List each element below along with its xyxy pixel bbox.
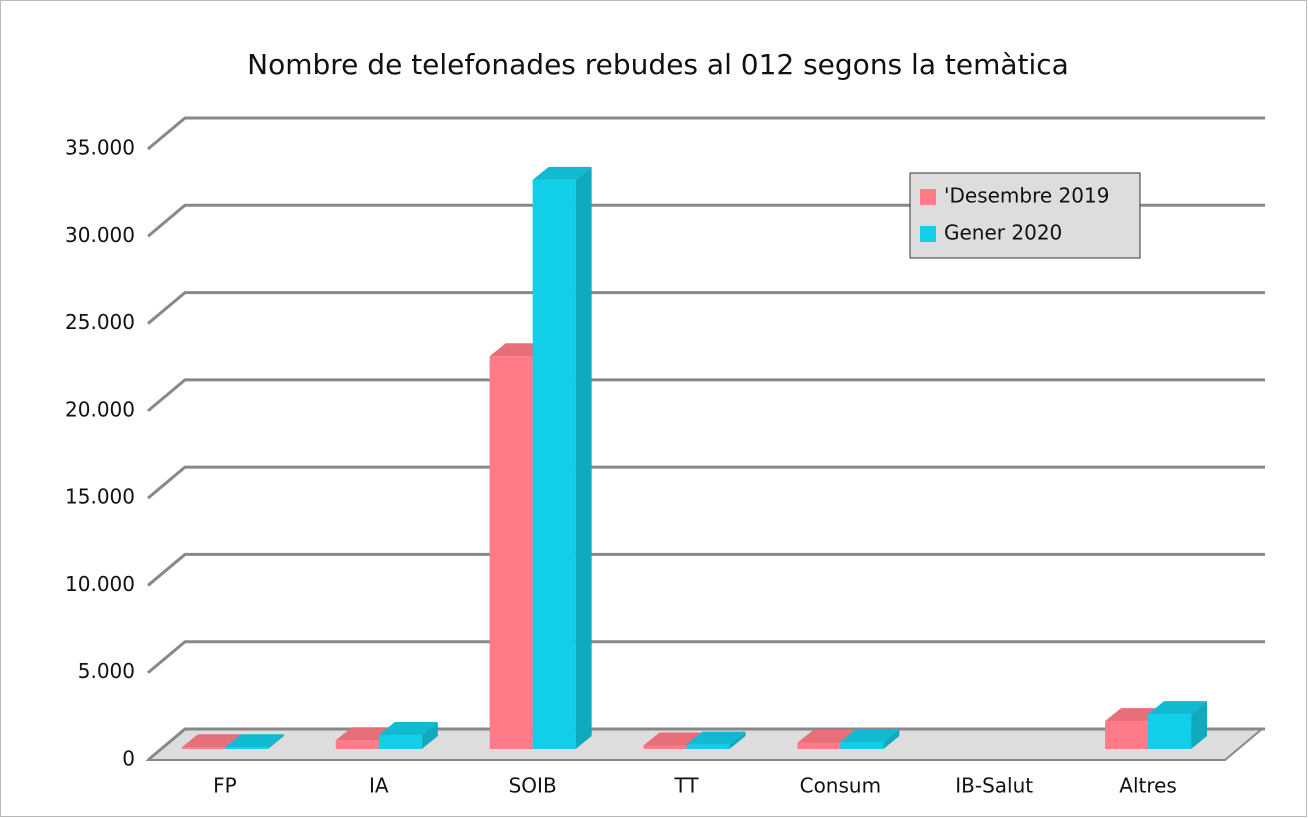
x-tick-label: IA <box>369 774 389 798</box>
x-tick-label: SOIB <box>509 774 557 798</box>
x-tick-label: FP <box>213 774 237 798</box>
bar <box>224 747 268 749</box>
y-tick-label: 15.000 <box>65 485 135 509</box>
grid-line <box>147 552 1265 587</box>
y-tick-label: 25.000 <box>65 310 135 334</box>
bar <box>840 742 884 749</box>
bar-side <box>1191 701 1208 749</box>
legend-box <box>909 172 1141 259</box>
legend-label: 'Desembre 2019 <box>944 184 1109 208</box>
bar <box>489 356 533 749</box>
x-tick-label: TT <box>673 774 699 798</box>
bar-top <box>1148 701 1208 715</box>
bar-top <box>797 729 857 743</box>
bar-side <box>883 729 900 749</box>
y-tick-label: 35.000 <box>65 136 135 160</box>
x-tick-label: Consum <box>800 774 881 798</box>
bar <box>1105 721 1149 749</box>
bar-side <box>267 734 284 749</box>
bar-top <box>181 734 241 748</box>
bar-side <box>575 166 592 749</box>
bar-top <box>643 732 703 746</box>
bar <box>1148 714 1192 749</box>
bar <box>643 745 687 749</box>
bar <box>181 747 225 749</box>
bar <box>335 740 379 749</box>
bar <box>378 735 422 749</box>
bar-top <box>378 722 438 736</box>
legend-swatch <box>920 189 936 205</box>
bar <box>797 742 841 749</box>
chart-title: Nombre de telefonades rebudes al 012 seg… <box>247 48 1069 81</box>
bar-top <box>224 734 284 748</box>
grid-line <box>147 465 1265 500</box>
grid-line <box>147 116 1265 151</box>
bar <box>686 744 730 749</box>
bar-top <box>686 731 746 745</box>
y-tick-label: 0 <box>122 747 135 771</box>
y-tick-label: 5.000 <box>78 659 135 683</box>
grid-line <box>147 727 1265 762</box>
bar <box>532 179 576 749</box>
y-tick-label: 30.000 <box>65 223 135 247</box>
grid-line <box>147 640 1265 674</box>
grid-line <box>147 378 1265 413</box>
grid-line <box>147 291 1265 325</box>
y-tick-label: 20.000 <box>65 397 135 421</box>
legend-swatch <box>920 226 936 242</box>
bar-side <box>421 722 438 749</box>
x-tick-label: IB-Salut <box>955 774 1033 798</box>
grid-line <box>147 203 1265 238</box>
x-tick-label: Altres <box>1119 774 1177 798</box>
y-tick-label: 10.000 <box>65 572 135 596</box>
bar-top <box>840 729 900 743</box>
bar-side <box>729 731 746 749</box>
legend-label: Gener 2020 <box>944 221 1062 245</box>
bar-top <box>532 166 592 180</box>
